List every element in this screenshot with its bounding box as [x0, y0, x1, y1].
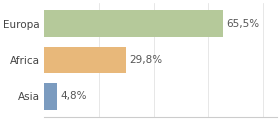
Bar [44, 10, 223, 37]
Bar [44, 47, 126, 73]
Text: 29,8%: 29,8% [129, 55, 162, 65]
Bar [44, 83, 57, 110]
Text: 65,5%: 65,5% [227, 18, 260, 29]
Text: 4,8%: 4,8% [61, 91, 87, 102]
